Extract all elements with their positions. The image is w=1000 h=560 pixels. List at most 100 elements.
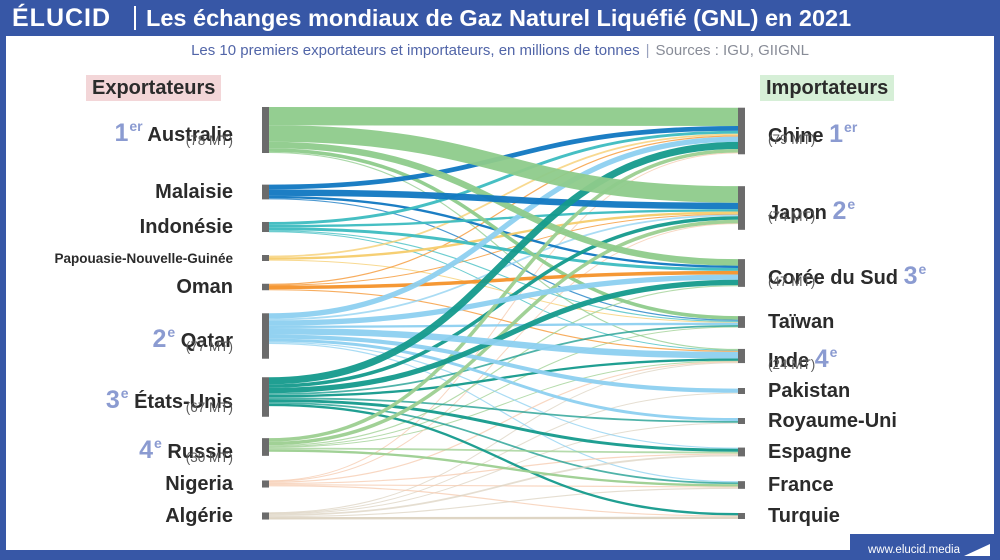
subtitle: Les 10 premiers exportateurs et importat… <box>0 42 1000 59</box>
exporter-label-algerie: Algérie <box>165 504 233 528</box>
flow-qatar-to-taiwan <box>268 322 739 329</box>
rank-badge-inde: 4e <box>814 344 838 373</box>
exporter-label-indonesie: Indonésie <box>140 215 233 239</box>
title-bar <box>0 0 1000 36</box>
exporter-node-indonesie <box>262 221 269 233</box>
exporter-node-etats-unis <box>262 377 269 417</box>
flow-indonesie-to-chine <box>268 130 739 225</box>
exporter-volume-russie: (30 MT) <box>185 450 233 465</box>
flow-qatar-to-chine <box>268 136 739 319</box>
rank-number-chine: 1 <box>829 120 844 148</box>
rank-suffix-etats-unis: e <box>120 385 129 401</box>
exporter-node-qatar <box>262 313 269 359</box>
frame-right-border <box>994 36 1000 552</box>
importer-label-inde: Inde 4e <box>768 340 837 373</box>
flow-etats-unis-to-france <box>268 402 739 485</box>
flow-russie-to-chine <box>268 148 739 442</box>
rank-number-japon: 2 <box>832 197 847 225</box>
exporter-name-indonesie: Indonésie <box>139 216 233 238</box>
frame-bottom-border <box>0 550 1000 560</box>
exporter-volume-australie: (78 MT) <box>185 133 233 148</box>
flow-etats-unis-to-chine <box>268 141 739 385</box>
importer-volume-coree-du-sud: (47 MT) <box>768 274 816 289</box>
importer-label-france: France <box>768 473 834 497</box>
exporter-label-papouasie-nouvelle-guinee: Papouasie-Nouvelle-Guinée <box>54 247 233 271</box>
flow-russie-to-france <box>268 449 739 487</box>
rank-suffix-japon: e <box>847 196 856 212</box>
rank-number-inde: 4 <box>814 345 829 373</box>
flow-nigeria-to-chine <box>268 152 739 482</box>
importer-node-espagne <box>738 447 745 457</box>
exporter-node-papouasie-nouvelle-guinee <box>262 255 269 261</box>
exporter-volume-qatar: (77 MT) <box>185 339 233 354</box>
exporter-node-oman <box>262 283 269 291</box>
rank-badge-qatar: 2e <box>152 324 175 353</box>
rank-suffix-coree-du-sud: e <box>918 261 927 277</box>
importer-label-taiwan: Taïwan <box>768 310 834 334</box>
flows-layer <box>268 106 739 520</box>
importer-volume-chine: (79 MT) <box>768 132 816 147</box>
exporter-node-australie <box>262 106 269 154</box>
exporter-label-etats-unis: 3e États-Unis <box>106 381 233 414</box>
exporter-name-qatar: Qatar <box>180 330 233 352</box>
exporter-name-nigeria: Nigeria <box>165 473 233 495</box>
flow-russie-to-espagne <box>268 447 739 454</box>
exporter-label-oman: Oman <box>176 275 233 299</box>
flow-nigeria-to-inde <box>268 361 739 483</box>
rank-number-qatar: 2 <box>152 325 167 353</box>
rank-badge-australie: 1er <box>114 118 143 147</box>
importer-node-pakistan <box>738 388 745 394</box>
elucid-logo[interactable]: ÉLUCID <box>12 4 112 32</box>
flow-qatar-to-france <box>268 342 739 483</box>
flow-oman-to-coree-du-sud <box>268 270 739 290</box>
flow-qatar-to-espagne <box>268 341 739 449</box>
rank-number-etats-unis: 3 <box>105 386 120 414</box>
subtitle-separator: | <box>645 42 650 59</box>
importer-name-inde: Inde <box>768 350 810 372</box>
importer-node-chine <box>738 107 745 155</box>
exporter-name-etats-unis: États-Unis <box>134 391 233 413</box>
exporter-name-australie: Australie <box>147 124 233 146</box>
flow-papouasie-nouvelle-guinee-to-taiwan <box>268 259 739 323</box>
exporter-label-australie: 1er Australie <box>114 114 233 147</box>
flow-qatar-to-inde <box>268 328 739 359</box>
flow-indonesie-to-taiwan <box>268 230 739 322</box>
importer-label-japon: Japon 2e <box>768 192 855 225</box>
title-separator <box>134 6 136 30</box>
flow-russie-to-taiwan <box>268 326 739 448</box>
exporter-name-papouasie-nouvelle-guinee: Papouasie-Nouvelle-Guinée <box>54 251 233 266</box>
rank-suffix-australie: er <box>129 118 143 134</box>
page-title: Les échanges mondiaux de Gaz Naturel Liq… <box>146 5 852 31</box>
footer-url-link[interactable]: www.elucid.media <box>867 544 960 556</box>
flow-etats-unis-to-inde <box>268 358 739 398</box>
flow-algerie-to-turquie <box>268 516 739 520</box>
flow-nigeria-to-japon <box>268 223 739 482</box>
flow-qatar-to-royaume-uni <box>268 338 739 421</box>
flow-indonesie-to-coree-du-sud <box>268 227 739 271</box>
flow-russie-to-inde <box>268 360 739 448</box>
exporter-label-malaisie: Malaisie <box>155 180 233 204</box>
exporter-node-algerie <box>262 512 269 520</box>
subtitle-text: Les 10 premiers exportateurs et importat… <box>191 42 640 59</box>
rank-suffix-inde: e <box>829 344 838 360</box>
flow-australie-to-japon <box>268 125 739 203</box>
importer-label-royaume-uni: Royaume-Uni <box>768 409 897 433</box>
flow-etats-unis-to-turquie <box>268 403 739 516</box>
flow-malaisie-to-japon <box>268 189 739 210</box>
importer-label-espagne: Espagne <box>768 440 851 464</box>
importer-node-taiwan <box>738 316 745 328</box>
flow-algerie-to-inde <box>268 362 739 514</box>
importer-label-turquie: Turquie <box>768 504 840 528</box>
exporter-node-russie <box>262 438 269 456</box>
rank-number-australie: 1 <box>114 119 129 147</box>
importer-node-japon <box>738 186 745 230</box>
flow-qatar-to-pakistan <box>268 334 739 393</box>
rank-badge-japon: 2e <box>832 196 856 225</box>
importer-label-pakistan: Pakistan <box>768 379 850 403</box>
importer-name-france: France <box>768 474 834 496</box>
rank-badge-russie: 4e <box>139 435 162 464</box>
flow-australie-to-inde <box>268 151 739 351</box>
importer-name-espagne: Espagne <box>768 441 852 463</box>
flow-australie-to-chine <box>268 106 739 126</box>
